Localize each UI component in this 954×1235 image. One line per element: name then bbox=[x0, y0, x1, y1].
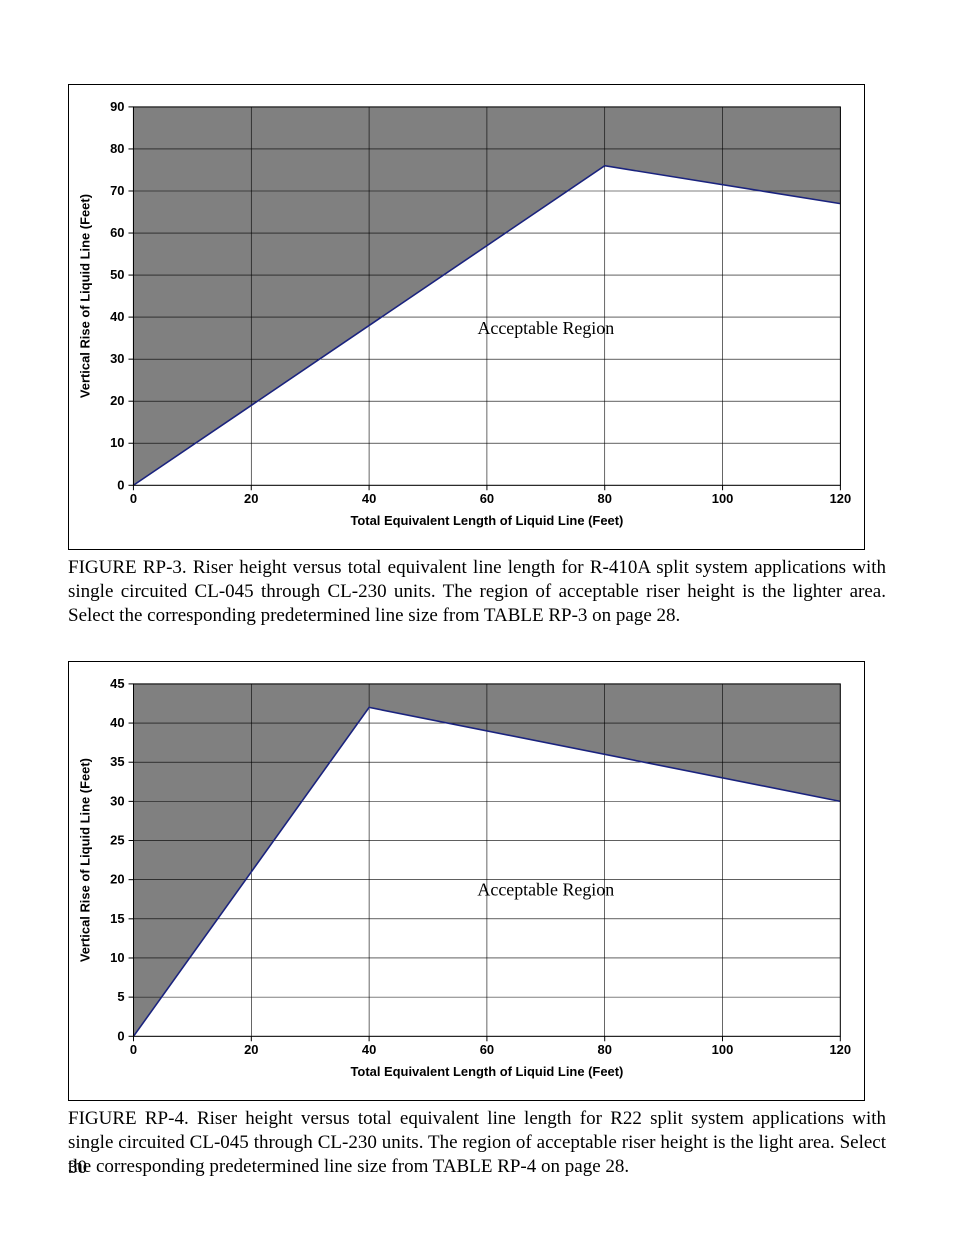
svg-text:0: 0 bbox=[117, 1029, 124, 1044]
svg-text:40: 40 bbox=[110, 309, 124, 324]
svg-text:0: 0 bbox=[130, 1042, 137, 1057]
page: 0204060801001200102030405060708090Total … bbox=[0, 0, 954, 1235]
svg-text:60: 60 bbox=[480, 491, 494, 506]
svg-text:0: 0 bbox=[130, 491, 137, 506]
svg-text:40: 40 bbox=[110, 715, 124, 730]
svg-text:5: 5 bbox=[117, 989, 124, 1004]
svg-text:20: 20 bbox=[244, 1042, 258, 1057]
figure-rp3-block: 0 20 40 60 80 100 120 0 10 20 30 40 50 60 70 80 90 Total … bbox=[68, 84, 886, 627]
svg-text:10: 10 bbox=[110, 950, 124, 965]
svg-text:100: 100 bbox=[712, 491, 734, 506]
svg-text:20: 20 bbox=[110, 393, 124, 408]
page-number: 30 bbox=[68, 1157, 87, 1179]
svg-text:Total Equivalent Length of Liq: Total Equivalent Length of Liquid Line (… bbox=[350, 1064, 623, 1079]
svg-text:120: 120 bbox=[829, 1042, 851, 1057]
svg-text:120: 120 bbox=[830, 491, 852, 506]
figure-rp4-chart: 0 20 40 60 80 100 120 0 5 10 15 20 25 30 35 40 45 Total E… bbox=[68, 661, 865, 1101]
svg-text:10: 10 bbox=[110, 435, 124, 450]
svg-text:40: 40 bbox=[362, 491, 376, 506]
svg-text:50: 50 bbox=[110, 267, 124, 282]
figure-rp3-caption: FIGURE RP-3. Riser height versus total e… bbox=[68, 556, 886, 627]
figure-rp4-caption: FIGURE RP-4. Riser height versus total e… bbox=[68, 1107, 886, 1178]
svg-text:30: 30 bbox=[110, 794, 124, 809]
figure-rp3-chart: 0 20 40 60 80 100 120 0 10 20 30 40 50 60 70 80 90 Total … bbox=[68, 84, 865, 550]
svg-text:90: 90 bbox=[110, 99, 124, 114]
svg-text:30: 30 bbox=[110, 351, 124, 366]
svg-text:60: 60 bbox=[480, 1042, 494, 1057]
svg-text:40: 40 bbox=[362, 1042, 376, 1057]
svg-text:80: 80 bbox=[598, 491, 612, 506]
svg-text:15: 15 bbox=[110, 911, 124, 926]
svg-text:0: 0 bbox=[117, 477, 124, 492]
svg-text:80: 80 bbox=[110, 141, 124, 156]
svg-text:25: 25 bbox=[110, 833, 124, 848]
svg-text:20: 20 bbox=[244, 491, 258, 506]
svg-text:Acceptable Region: Acceptable Region bbox=[477, 880, 614, 900]
svg-text:70: 70 bbox=[110, 183, 124, 198]
figure-rp4-block: 0 20 40 60 80 100 120 0 5 10 15 20 25 30 35 40 45 Total E… bbox=[68, 661, 886, 1178]
figure-rp3-svg: 0 20 40 60 80 100 120 0 10 20 30 40 50 60 70 80 90 Total … bbox=[69, 85, 864, 549]
svg-text:45: 45 bbox=[110, 676, 124, 691]
svg-text:60: 60 bbox=[110, 225, 124, 240]
svg-text:Acceptable Region: Acceptable Region bbox=[477, 318, 614, 338]
svg-text:20: 20 bbox=[110, 872, 124, 887]
figure-rp4-svg: 0 20 40 60 80 100 120 0 5 10 15 20 25 30 35 40 45 Total E… bbox=[69, 662, 864, 1100]
svg-text:Vertical Rise of Liquid Line (: Vertical Rise of Liquid Line (Feet) bbox=[78, 194, 93, 398]
svg-text:Total Equivalent Length of Liq: Total Equivalent Length of Liquid Line (… bbox=[350, 513, 623, 528]
svg-text:35: 35 bbox=[110, 754, 124, 769]
svg-text:80: 80 bbox=[598, 1042, 612, 1057]
svg-text:Vertical Rise of Liquid Line (: Vertical Rise of Liquid Line (Feet) bbox=[78, 758, 93, 962]
svg-text:100: 100 bbox=[712, 1042, 734, 1057]
